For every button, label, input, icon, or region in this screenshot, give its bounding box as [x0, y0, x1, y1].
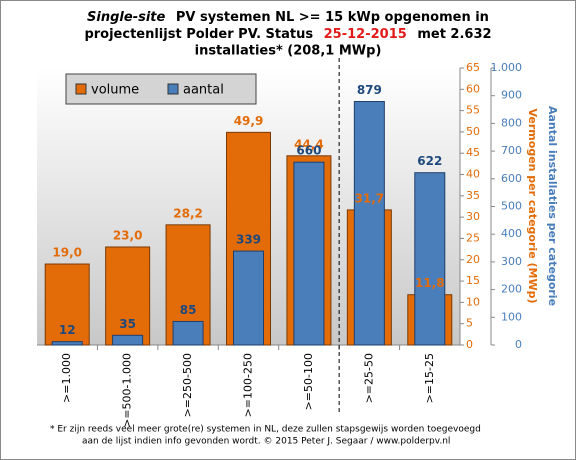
y2-axis-title: Aantal installaties per categorie — [546, 106, 559, 306]
title-date: 25-12-2015 — [324, 27, 407, 42]
x-tick-label: >=50-100 — [302, 353, 315, 410]
y-tick-label: 0 — [466, 338, 473, 351]
aantal-value-label: 85 — [180, 303, 197, 317]
y2-tick-label: 200 — [501, 283, 522, 296]
volume-value-label: 44,4 — [294, 137, 324, 151]
x-tick-label: >=500-1.000 — [121, 353, 134, 428]
aantal-bar — [112, 334, 144, 346]
y2-tick-label: 700 — [501, 144, 522, 157]
volume-value-label: 49,9 — [234, 114, 264, 128]
y-tick-label: 35 — [466, 189, 480, 202]
title-part: met 2.632 — [417, 27, 491, 42]
aantal-value-label: 12 — [59, 323, 76, 337]
aantal-bar — [172, 320, 204, 346]
aantal-bar — [414, 172, 446, 346]
aantal-value-label: 660 — [296, 144, 321, 158]
legend-label: aantal — [183, 83, 224, 98]
y-tick-label: 55 — [466, 104, 480, 117]
y2-tick-label: 500 — [501, 200, 522, 213]
volume-bar — [105, 246, 151, 346]
title-part: projectenlijst Polder PV. Status — [84, 27, 313, 42]
aantal-value-label: 339 — [236, 233, 261, 247]
y-axis-title: Vermogen per categorie (MWp) — [526, 109, 539, 304]
legend-swatch — [167, 83, 179, 95]
y2-tick-label: 600 — [501, 172, 522, 185]
aantal-bar — [51, 341, 83, 346]
y2-tick-label: 900 — [501, 89, 522, 102]
aantal-bar — [233, 250, 264, 346]
y-tick-label: 60 — [466, 82, 480, 95]
y2-tick-label: 300 — [501, 255, 522, 268]
legend-swatch — [75, 83, 87, 95]
x-tick-label: >=1.000 — [60, 353, 73, 403]
aantal-value-label: 35 — [119, 317, 136, 331]
title-line: installaties* (208,1 MWp) — [195, 44, 382, 59]
aantal-value-label: 879 — [357, 83, 382, 97]
y-tick-label: 50 — [466, 125, 480, 138]
volume-value-label: 28,2 — [173, 206, 203, 220]
volume-value-label: 19,0 — [52, 246, 82, 260]
x-tick-label: >=15-25 — [423, 353, 436, 403]
volume-bar — [44, 263, 90, 346]
title-part: PV systemen NL >= 15 kWp opgenomen in — [176, 10, 489, 25]
title-line: Single-site PV systemen NL >= 15 kWp opg… — [87, 10, 489, 25]
y2-tick-label: 100 — [501, 310, 522, 323]
footnote: * Er zijn reeds veel meer grote(re) syst… — [50, 425, 481, 435]
footnote: aan de lijst indien info gevonden wordt.… — [82, 437, 450, 447]
y2-tick-label: 800 — [501, 116, 522, 129]
aantal-bar — [353, 101, 385, 346]
x-tick-label: >=25-50 — [362, 353, 375, 403]
y-tick-label: 45 — [466, 146, 480, 159]
volume-value-label: 31,7 — [355, 191, 385, 205]
y-tick-label: 15 — [466, 274, 480, 287]
x-tick-label: >=250-500 — [181, 353, 194, 417]
y-tick-label: 25 — [466, 231, 480, 244]
y2-tick-label: 0 — [515, 338, 522, 351]
y2-tick-label: 1.000 — [491, 61, 523, 74]
y-tick-label: 30 — [466, 210, 480, 223]
aantal-bar — [293, 161, 325, 346]
aantal-value-label: 622 — [417, 154, 442, 168]
legend-label: volume — [91, 83, 139, 98]
y-tick-label: 5 — [466, 317, 473, 330]
legend-box — [65, 73, 257, 105]
title-line: projectenlijst Polder PV. Status 25-12-2… — [84, 27, 491, 42]
volume-value-label: 11,8 — [415, 276, 445, 290]
y-tick-label: 65 — [466, 61, 480, 74]
y-tick-label: 40 — [466, 168, 480, 181]
y2-tick-label: 400 — [501, 227, 522, 240]
volume-value-label: 23,0 — [113, 228, 143, 242]
y-tick-label: 10 — [466, 295, 480, 308]
title-part: Single-site — [87, 10, 165, 25]
y-tick-label: 20 — [466, 253, 480, 266]
x-tick-label: >=100-250 — [242, 353, 255, 417]
